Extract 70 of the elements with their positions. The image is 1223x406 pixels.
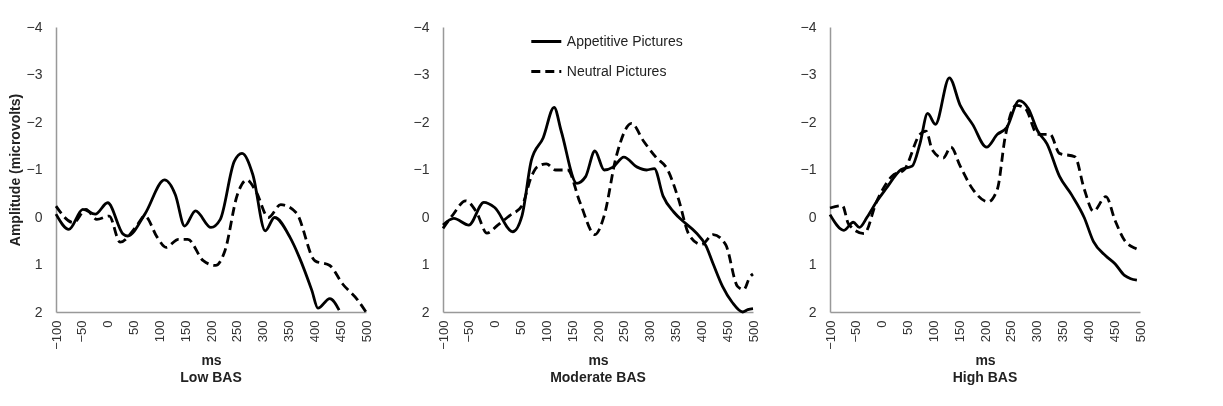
y-tick-label: −1 [800,161,817,177]
x-tick-label: −50 [848,320,864,343]
x-tick-label: 500 [358,320,374,343]
y-tick-label: −4 [800,18,817,35]
y-tick-label: −4 [26,18,43,35]
y-tick-label: 1 [421,256,430,272]
line-series [828,76,1139,282]
text: Low BAS [180,369,242,386]
y-tick-label: 0 [34,208,43,225]
y-tick-label: −3 [800,66,817,82]
x-tick-label: 400 [306,320,322,343]
x-tick-label: −100 [435,320,451,350]
y-tick-label: 2 [808,303,817,320]
y-tick-label: −3 [26,66,43,82]
x-tick-label: 200 [590,320,606,343]
x-tick-label: 50 [126,320,141,335]
x-tick-label: 250 [1003,320,1019,343]
x-axis-title: ms [588,351,609,368]
y-tick-label: −2 [26,113,43,130]
x-tick-label: 0 [874,320,890,328]
y-tick-label: −1 [26,161,43,177]
x-tick-label: 100 [151,320,167,343]
legend-label: Neutral Pictures [566,62,667,79]
y-tick-label: −4 [413,18,430,35]
x-tick-label: 450 [719,320,735,343]
x-tick-label: 200 [203,320,219,343]
text: Moderate BAS [550,369,646,386]
x-tick-label: 100 [538,320,554,343]
text: High BAS [952,369,1018,386]
x-tick-label: −100 [822,320,838,350]
x-tick-label: 250 [229,320,245,343]
x-axis-title: ms [975,351,996,368]
x-tick-label: 50 [900,320,915,335]
y-tick-label: 1 [34,256,43,272]
x-tick-label: 100 [925,320,941,343]
x-tick-label: 0 [100,320,116,328]
x-tick-label: 0 [487,320,503,328]
legend-label: Appetitive Pictures [566,32,683,49]
x-tick-label: 500 [745,320,761,343]
x-tick-label: 350 [281,320,296,343]
x-tick-label: 450 [332,320,348,343]
x-tick-label: 350 [668,320,683,343]
x-tick-label: 150 [177,320,193,343]
x-tick-label: 150 [564,320,580,343]
y-tick-label: 2 [421,303,430,320]
y-tick-label: −2 [413,113,430,130]
x-tick-label: 500 [1132,320,1148,343]
x-tick-label: −100 [48,320,64,350]
x-tick-label: 50 [513,320,528,335]
y-tick-label: 1 [808,256,817,272]
x-tick-label: −50 [461,320,477,343]
x-tick-label: 350 [1055,320,1070,343]
x-tick-label: 300 [1029,320,1045,343]
x-tick-label: 400 [693,320,709,343]
x-tick-label: −50 [74,320,90,343]
y-tick-label: −1 [413,161,430,177]
y-axis-title: Amplitude (microvolts) [6,93,23,247]
y-tick-label: 2 [34,303,43,320]
x-tick-label: 200 [977,320,993,343]
x-tick-label: 300 [255,320,271,343]
y-tick-label: −2 [800,113,817,130]
y-tick-label: 0 [808,208,817,225]
x-tick-label: 450 [1106,320,1122,343]
y-tick-label: 0 [421,208,430,225]
x-axis-title: ms [201,351,222,368]
x-tick-label: 400 [1080,320,1096,343]
y-tick-label: −3 [413,66,430,82]
x-tick-label: 150 [951,320,967,343]
x-tick-label: 250 [616,320,632,343]
x-tick-label: 300 [642,320,658,343]
